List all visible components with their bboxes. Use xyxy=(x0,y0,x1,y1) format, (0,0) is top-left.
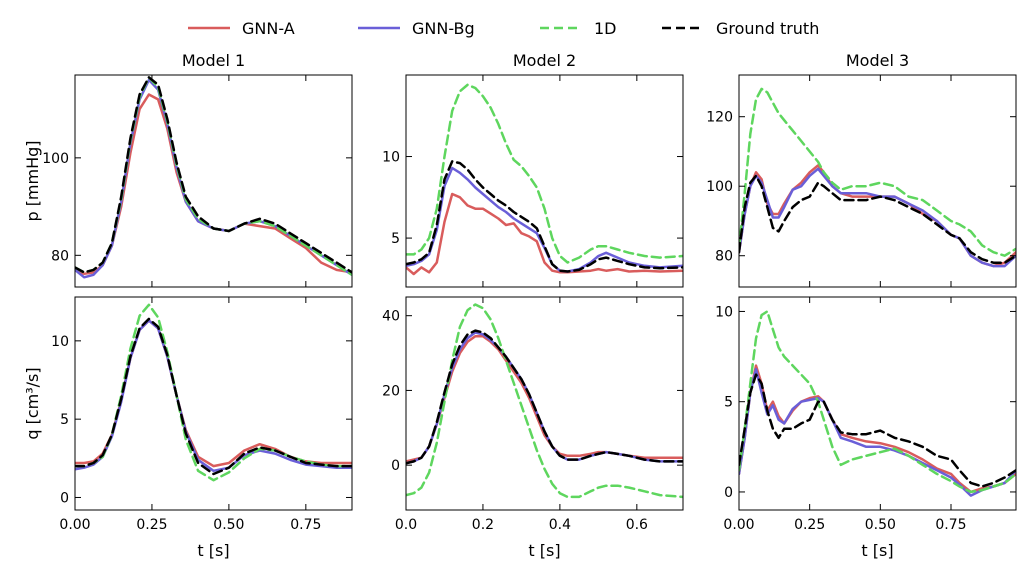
axes-frame xyxy=(405,74,684,288)
panel-m1-q: 0.00 0.25 0.50 0.75 0 5 10 t [s] xyxy=(51,296,353,560)
y-tick-label: 10 xyxy=(51,334,69,350)
series-line-ground-truth xyxy=(406,160,683,273)
series-line-gnn-bg xyxy=(75,319,352,473)
x-axis-label: t [s] xyxy=(861,541,893,560)
series-line-1d xyxy=(406,303,683,499)
y-tick-label: 80 xyxy=(715,249,733,265)
panel-title: Model 2 xyxy=(513,51,576,70)
axes-frame xyxy=(738,296,1017,511)
x-tick-label: 0.00 xyxy=(59,517,90,533)
axes-frame xyxy=(74,74,353,288)
y-tick-label: 20 xyxy=(382,383,400,399)
x-tick-label: 0.25 xyxy=(794,517,825,533)
x-axis-label: t [s] xyxy=(197,541,229,560)
series-line-ground-truth xyxy=(739,174,1016,264)
series-line-1d xyxy=(739,310,1016,494)
y-tick-label: 0 xyxy=(60,490,69,506)
panel-m3-p: 80 100 120 Model 3 xyxy=(706,51,1017,288)
y-tick-label: 100 xyxy=(42,151,69,167)
y-tick-label: 5 xyxy=(724,395,733,411)
series-line-gnn-a xyxy=(406,192,683,276)
y-tick-label: 10 xyxy=(715,304,733,320)
series-line-gnn-a xyxy=(739,364,1016,494)
panel-m1-p: 80 100 Model 1 xyxy=(42,51,353,288)
y-tick-label: 80 xyxy=(51,248,69,264)
series-line-ground-truth xyxy=(75,317,352,476)
series-line-gnn-bg xyxy=(406,331,683,465)
x-tick-label: 0.6 xyxy=(626,517,648,533)
legend-item-1d: 1D xyxy=(540,19,617,38)
series-group xyxy=(739,87,1016,268)
y-tick-label: 5 xyxy=(391,231,400,247)
panel-title: Model 3 xyxy=(846,51,909,70)
y-tick-label: 120 xyxy=(706,110,733,126)
x-axis-label: t [s] xyxy=(528,541,560,560)
x-tick-label: 0.75 xyxy=(935,517,966,533)
x-tick-label: 0.0 xyxy=(395,517,417,533)
panel-m2-p: 5 10 Model 2 xyxy=(382,51,684,288)
y-tick-label: 10 xyxy=(382,150,400,166)
series-group xyxy=(75,76,352,279)
legend-label: 1D xyxy=(594,19,617,38)
y-axis-label: q [cm³/s] xyxy=(23,367,42,439)
y-tick-label: 0 xyxy=(724,485,733,501)
legend: GNN-A GNN-Bg 1D Ground truth xyxy=(188,19,819,38)
x-tick-label: 0.25 xyxy=(136,517,167,533)
series-group xyxy=(406,83,683,276)
x-tick-label: 0.2 xyxy=(472,517,494,533)
y-tick-label: 5 xyxy=(60,412,69,428)
series-line-ground-truth xyxy=(406,329,683,465)
series-line-gnn-a xyxy=(406,334,683,463)
series-line-1d xyxy=(75,303,352,482)
axes-frame xyxy=(738,74,1017,288)
y-tick-label: 40 xyxy=(382,309,400,325)
series-line-1d xyxy=(739,87,1016,257)
series-line-ground-truth xyxy=(75,76,352,274)
legend-item-gnn-bg: GNN-Bg xyxy=(358,19,475,38)
y-tick-label: 100 xyxy=(706,179,733,195)
y-tick-label: 0 xyxy=(391,458,400,474)
series-group xyxy=(406,303,683,499)
x-tick-label: 0.50 xyxy=(213,517,244,533)
series-line-gnn-bg xyxy=(406,166,683,273)
series-line-gnn-a xyxy=(75,93,352,276)
legend-item-ground-truth: Ground truth xyxy=(662,19,819,38)
legend-label: GNN-Bg xyxy=(412,19,475,38)
series-line-ground-truth xyxy=(739,373,1016,488)
legend-label: GNN-A xyxy=(242,19,295,38)
axes-frame xyxy=(405,296,684,511)
series-group xyxy=(739,310,1016,497)
x-tick-label: 0.75 xyxy=(290,517,321,533)
series-line-1d xyxy=(406,83,683,264)
x-tick-label: 0.50 xyxy=(865,517,896,533)
series-line-1d xyxy=(75,76,352,277)
y-axis-label: p [mmHg] xyxy=(23,140,42,221)
axes-frame xyxy=(74,296,353,511)
panel-m3-q: 0.00 0.25 0.50 0.75 0 5 10 t [s] xyxy=(715,296,1017,560)
series-line-gnn-a xyxy=(75,319,352,468)
row-labels: p [mmHg] q [cm³/s] xyxy=(23,140,42,439)
panel-title: Model 1 xyxy=(182,51,245,70)
legend-item-gnn-a: GNN-A xyxy=(188,19,295,38)
panel-m2-q: 0.0 0.2 0.4 0.6 0 20 40 t [s] xyxy=(382,296,684,560)
series-group xyxy=(75,303,352,482)
legend-label: Ground truth xyxy=(716,19,819,38)
x-tick-label: 0.00 xyxy=(723,517,754,533)
x-tick-label: 0.4 xyxy=(549,517,571,533)
